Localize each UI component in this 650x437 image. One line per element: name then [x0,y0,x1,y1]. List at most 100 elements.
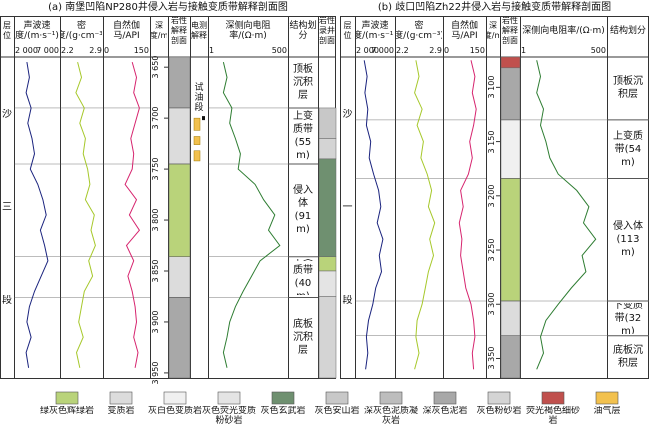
mudlog-block [318,158,337,257]
scale-max: 500 [271,45,287,55]
scale-min: 2.2 [396,45,409,55]
strat-label: 三 [2,201,12,213]
zone-label: 顶板沉积层 [293,63,313,101]
depth-label: 3 350 [487,347,496,370]
zone-label: 下变质带(32 m) [613,303,643,334]
legend-label: 深灰色泥质凝灰岩 [364,406,418,426]
legend-label: 灰色荧光变质粉砂岩 [202,406,256,426]
zone-label: 下变质带(40 m) [293,259,313,296]
depth-label: 3 650 [151,55,160,79]
test-interval [202,116,205,121]
depth-label: 3 850 [151,259,160,283]
gamma-curve [458,60,477,370]
legend-label: 绿灰色辉绿岩 [40,406,94,416]
column-header: 电测解释 [191,21,207,40]
column-header: 声波速度/(m·s⁻¹) [15,21,59,41]
column-header: 深侧向电阻率/(Ω·m) [225,21,271,41]
zone-label: 侵入体(113 m) [613,221,643,259]
lithology-block [168,107,191,165]
lithology-block [168,297,191,379]
depth-label: 3 200 [487,184,496,208]
scale-min: 2 000 [15,45,38,55]
frame [340,16,649,379]
legend-label: 荧光褐色细砂岩 [526,406,580,426]
column-header: 结构划分 [289,21,317,41]
resistivity-curve [222,61,281,368]
column-header: 层位 [343,21,352,40]
legend-label: 灰白色变质岩 [148,406,202,416]
scale-max: 7 000 [36,45,59,55]
column-header: 岩性解释剖面 [171,17,187,45]
oil-layer [193,136,201,145]
legend-label: 深灰色泥岩 [422,406,468,416]
sonic-curve [363,60,384,370]
density-curve [414,60,436,370]
scale-max: 150 [469,45,485,55]
legend-swatch [163,391,187,405]
legend-swatch [271,391,295,405]
lithology-block [500,178,521,302]
lithology-block [500,119,521,179]
lithology-block [500,335,521,379]
mudlog-block [318,270,337,297]
scale-min: 0 [444,45,450,55]
lithology-block [168,256,191,298]
panel-title: (b) 歧口凹陷Zh22井侵入岩与接触变质带解释剖面图 [377,1,612,13]
legend-swatch [595,391,619,405]
scale-min: 2 000 [356,45,379,55]
legend-swatch [55,391,79,405]
depth-label: 3 100 [487,75,496,99]
test-label: 试油段 [194,82,204,113]
column-header: 深度/m [151,21,167,40]
oil-layer [193,117,201,131]
depth-label: 3 900 [151,310,160,334]
mudlog-block [318,256,337,272]
legend-label: 灰色安山岩 [314,406,360,416]
legend-swatch [379,391,403,405]
lithology-block [500,300,521,336]
legend-swatch [109,391,133,405]
zone-label: 底板沉积层 [613,344,643,369]
lithology-block [168,56,191,109]
depth-label: 3 950 [151,361,160,385]
depth-label: 3 800 [151,208,160,232]
column-header: 自然伽马/API [450,21,478,41]
strat-label: 沙 [2,108,12,120]
resistivity-curve [536,60,597,370]
legend-label: 变质岩 [107,406,135,416]
gamma-curve [124,61,141,368]
scale-max: 500 [590,45,606,55]
scale-min: 1 [521,45,527,55]
sonic-curve [25,62,49,368]
column-header: 密度/(g·cm⁻³) [61,21,102,41]
scale-max: 2.9 [89,45,102,55]
strat-label: 沙 [342,108,353,120]
legend-swatch [325,391,349,405]
column-header: 密度/(g·cm⁻³) [396,21,442,41]
scale-min: 0 [104,45,110,55]
depth-label: 3 700 [151,106,160,130]
legend-label: 油气层 [593,406,621,416]
depth-label: 3 150 [487,130,496,154]
lithology-block [500,67,521,121]
lithology-block [500,56,521,69]
legend-label: 灰色粉砂岩 [476,406,522,416]
scale-min: 1 [209,45,215,55]
column-header: 声波速度/(m·s⁻¹) [356,21,394,41]
panel-title: (a) 南堡凹陷NP280井侵入岩与接触变质带解释剖面图 [48,1,288,13]
depth-label: 3 300 [487,292,496,316]
legend-swatch [487,391,511,405]
strat-label: 段 [2,294,12,306]
legend-swatch [433,391,457,405]
legend-swatch [541,391,565,405]
scale-max: 7 000 [371,45,394,55]
legend-label: 灰色玄武岩 [260,406,306,416]
strat-label: 段 [342,294,353,306]
zone-label: 侵入体(91 m) [293,185,313,236]
depth-label: 3 250 [487,238,496,262]
zone-label: 上变质带(54 m) [613,130,643,168]
column-header: 深度/m [487,21,499,40]
density-curve [75,61,96,368]
